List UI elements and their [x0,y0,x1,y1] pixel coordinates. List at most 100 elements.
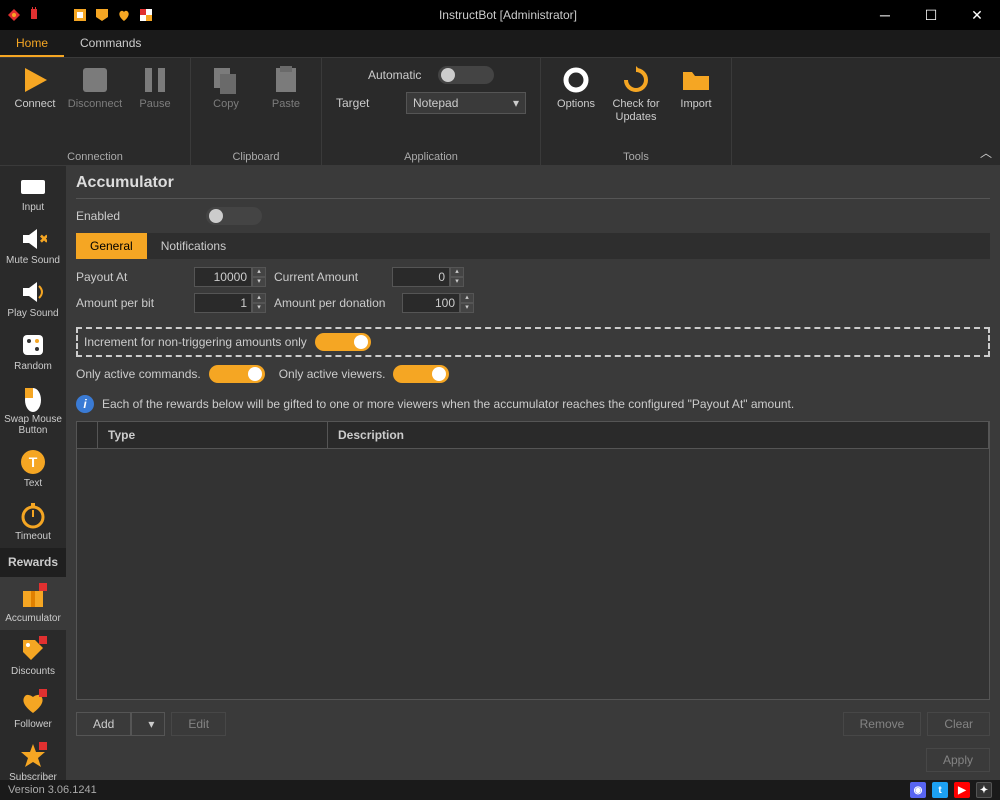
only-active-viewers-label: Only active viewers. [279,367,386,381]
workspace: Input ✖ Mute Sound Play Sound Random Swa… [0,166,1000,780]
qa-icon-4[interactable] [138,7,154,23]
maximize-button[interactable]: ☐ [908,0,954,30]
ribbon-group-label: Connection [67,147,123,163]
spin-down[interactable]: ▾ [252,303,266,313]
sidebar-header-rewards: Rewards [0,548,66,577]
close-button[interactable]: ✕ [954,0,1000,30]
star-icon [19,742,47,770]
tab-commands[interactable]: Commands [64,30,157,57]
copy-button[interactable]: Copy [201,64,251,111]
amount-per-bit-input[interactable]: ▴▾ [194,293,266,313]
disconnect-button[interactable]: Disconnect [70,64,120,111]
stopwatch-icon [19,501,47,529]
target-value: Notepad [413,96,458,110]
tag-icon [19,636,47,664]
amount-per-bit-field[interactable] [194,293,252,313]
sidebar-item-play-sound[interactable]: Play Sound [0,272,66,325]
spin-down[interactable]: ▾ [450,277,464,287]
ribbon-collapse-button[interactable]: ︿ [980,144,992,161]
spin-up[interactable]: ▴ [450,267,464,277]
sidebar-item-follower[interactable]: Follower [0,683,66,736]
edit-button[interactable]: Edit [171,712,226,736]
subtab-general[interactable]: General [76,233,147,259]
main-panel: Accumulator Enabled General Notification… [66,166,1000,780]
spin-up[interactable]: ▴ [252,267,266,277]
tab-home[interactable]: Home [0,30,64,57]
statusbar: Version 3.06.1241 ◉ t ▶ ✦ [0,780,1000,800]
table-header: Type Description [77,422,989,449]
payout-at-input[interactable]: ▴▾ [194,267,266,287]
action-row: Add ▾ Edit Remove Clear [76,712,990,736]
sidebar-item-input[interactable]: Input [0,166,66,219]
add-button-main[interactable]: Add [76,712,131,736]
options-button[interactable]: Options [551,64,601,111]
current-amount-input[interactable]: ▴▾ [392,267,464,287]
automatic-label: Automatic [368,68,428,82]
paste-button[interactable]: Paste [261,64,311,111]
only-active-viewers-toggle[interactable] [393,365,449,383]
sidebar-item-mute-sound[interactable]: ✖ Mute Sound [0,219,66,272]
mouse-icon [19,384,47,412]
sidebar: Input ✖ Mute Sound Play Sound Random Swa… [0,166,66,780]
discord-icon[interactable]: ◉ [910,782,926,798]
chevron-down-icon: ▾ [513,96,519,110]
sidebar-item-text[interactable]: T Text [0,442,66,495]
spin-down[interactable]: ▾ [460,303,474,313]
sidebar-item-timeout[interactable]: Timeout [0,495,66,548]
increment-label: Increment for non-triggering amounts onl… [84,335,307,349]
remove-button[interactable]: Remove [843,712,922,736]
enabled-toggle[interactable] [206,207,262,225]
clear-button[interactable]: Clear [927,712,990,736]
plug-icon [26,7,42,23]
target-label: Target [336,96,396,110]
ribbon-group-label: Clipboard [232,147,279,163]
spin-up[interactable]: ▴ [460,293,474,303]
import-button[interactable]: Import [671,64,721,111]
spin-down[interactable]: ▾ [252,277,266,287]
connect-button[interactable]: Connect [10,64,60,111]
subtabs: General Notifications [76,233,990,259]
payout-at-field[interactable] [194,267,252,287]
window-title: InstructBot [Administrator] [154,8,862,22]
gear-icon [560,64,592,96]
heart-icon [19,689,47,717]
apply-button[interactable]: Apply [926,748,990,772]
increment-toggle[interactable] [315,333,371,351]
ribbon: Connect Disconnect Pause Connection Copy… [0,58,1000,166]
app-icon[interactable]: ✦ [976,782,992,798]
svg-text:T: T [29,454,38,470]
panel-title: Accumulator [76,174,990,199]
col-type[interactable]: Type [98,422,328,448]
twitter-icon[interactable]: t [932,782,948,798]
amount-per-donation-label: Amount per donation [274,296,394,310]
subtab-notifications[interactable]: Notifications [147,233,240,259]
sidebar-item-random[interactable]: Random [0,325,66,378]
pause-button[interactable]: Pause [130,64,180,111]
ribbon-group-tools: Options Check for Updates Import Tools [541,58,732,165]
amount-per-donation-field[interactable] [402,293,460,313]
automatic-toggle[interactable] [438,66,494,84]
sidebar-item-swap-mouse[interactable]: Swap Mouse Button [0,378,66,442]
ribbon-group-label: Tools [623,147,649,163]
col-description[interactable]: Description [328,422,989,448]
minimize-button[interactable]: ─ [862,0,908,30]
sidebar-item-accumulator[interactable]: Accumulator [0,577,66,630]
check-updates-button[interactable]: Check for Updates [611,64,661,124]
sidebar-item-discounts[interactable]: Discounts [0,630,66,683]
amount-per-donation-input[interactable]: ▴▾ [402,293,474,313]
spin-up[interactable]: ▴ [252,293,266,303]
only-active-commands-toggle[interactable] [209,365,265,383]
sidebar-item-subscriber[interactable]: Subscriber [0,736,66,780]
info-icon: i [76,395,94,413]
target-select[interactable]: Notepad ▾ [406,92,526,114]
qa-icon-3[interactable] [116,7,132,23]
add-button-caret[interactable]: ▾ [131,712,165,736]
qa-icon-2[interactable] [94,7,110,23]
refresh-icon [620,64,652,96]
dice-icon [19,331,47,359]
add-button[interactable]: Add ▾ [76,712,165,736]
current-amount-field[interactable] [392,267,450,287]
youtube-icon[interactable]: ▶ [954,782,970,798]
ribbon-group-label: Application [404,147,458,163]
qa-icon-1[interactable] [72,7,88,23]
